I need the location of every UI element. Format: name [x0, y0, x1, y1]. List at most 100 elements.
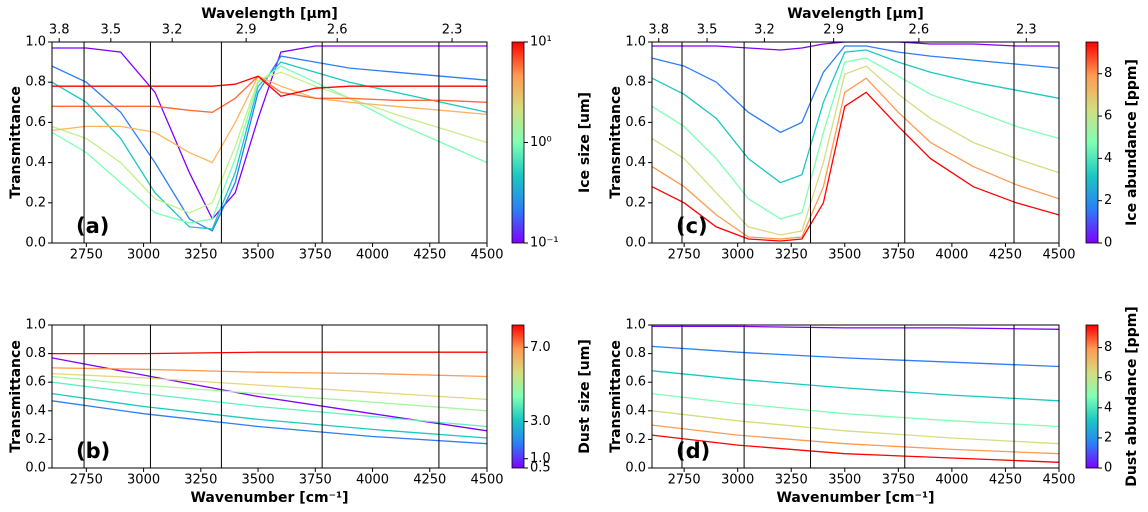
colorbar-tick-label: 0 — [1104, 461, 1112, 476]
data-line — [652, 392, 1059, 428]
y-axis-title: Transmittance — [8, 340, 24, 453]
x2-tick-label: 3.8 — [648, 23, 669, 38]
y-tick-label: 0.0 — [625, 236, 646, 251]
y-tick-label: 0.4 — [25, 403, 46, 418]
data-line — [652, 45, 1059, 134]
data-line — [652, 57, 1059, 220]
x2-axis-title: Wavelength [μm] — [787, 6, 924, 22]
panel: 2750 3000 3250 3500 3750 4000 4250 4500 0.0 0.2 0.… — [8, 6, 593, 263]
data-line — [652, 91, 1059, 242]
colorbar-title: Ice abundance [ppm] — [1124, 59, 1140, 226]
x-tick-label: 3250 — [775, 248, 808, 263]
colorbar-tick-label: 8 — [1104, 340, 1112, 355]
data-line — [52, 351, 487, 355]
y-tick-label: 0.6 — [25, 115, 46, 130]
y-tick-label: 0.6 — [625, 115, 646, 130]
data-line — [52, 71, 487, 214]
panel: 2750 3000 3250 3500 3750 4000 4250 4500 0.0 0.2 0.… — [608, 6, 1140, 263]
x-axis-title: Wavenumber [cm⁻¹] — [190, 490, 348, 506]
data-line — [52, 65, 487, 224]
data-line — [652, 424, 1059, 455]
data-line — [652, 345, 1059, 368]
y-tick-label: 0.8 — [25, 75, 46, 90]
panel: 2750 3000 3250 3500 3750 4000 4250 4500 0.0 0.2 0.… — [8, 318, 593, 507]
x-tick-label: 3500 — [828, 248, 861, 263]
x2-tick-label: 3.5 — [697, 23, 718, 38]
colorbar — [511, 41, 525, 244]
colorbar — [511, 324, 525, 469]
x2-tick-label: 3.8 — [49, 23, 70, 38]
x2-tick-label: 3.5 — [100, 23, 121, 38]
data-line — [652, 42, 1059, 51]
x2-tick-label: 2.6 — [327, 23, 348, 38]
colorbar-tick-label: 0 — [1104, 236, 1112, 251]
colorbar-tick-label: 1.0 — [530, 451, 551, 466]
data-line — [652, 410, 1059, 445]
colorbar-tick-label: 4 — [1104, 151, 1112, 166]
data-line — [52, 45, 487, 221]
x-tick-label: 2750 — [668, 473, 701, 488]
x-tick-label: 4500 — [470, 473, 503, 488]
data-line — [652, 77, 1059, 240]
x-tick-label: 4000 — [935, 473, 968, 488]
x2-tick-label: 2.9 — [823, 23, 844, 38]
panel-label: (a) — [76, 214, 109, 238]
y-tick-label: 0.4 — [625, 155, 646, 170]
x2-axis-title: Wavelength [μm] — [201, 6, 338, 22]
y-axis-title: Transmittance — [608, 340, 624, 453]
x-tick-label: 4250 — [413, 248, 446, 263]
panel-label: (b) — [76, 439, 110, 463]
colorbar-tick-label: 2 — [1104, 430, 1112, 445]
y-tick-label: 1.0 — [625, 35, 646, 50]
x-tick-label: 4250 — [413, 473, 446, 488]
plot-frame — [51, 41, 488, 244]
colorbar — [1085, 324, 1099, 469]
y-tick-label: 0.2 — [625, 195, 646, 210]
colorbar-tick-label: 3.0 — [530, 414, 551, 429]
y-axis-title: Transmittance — [8, 86, 24, 199]
y-tick-label: 0.4 — [625, 403, 646, 418]
y-tick-label: 0.2 — [25, 432, 46, 447]
data-line — [52, 375, 487, 412]
x2-tick-label: 2.6 — [909, 23, 930, 38]
data-line — [52, 55, 487, 232]
x2-tick-label: 2.3 — [1016, 23, 1037, 38]
data-line — [52, 75, 487, 164]
colorbar-tick-label: 7.0 — [530, 340, 551, 355]
colorbar-tick-label: 4 — [1104, 400, 1112, 415]
colorbar-tick-label: 10⁰ — [530, 135, 552, 150]
x-tick-label: 3250 — [184, 248, 217, 263]
x2-tick-label: 2.3 — [442, 23, 463, 38]
colorbar-title: Dust size [um] — [577, 339, 593, 454]
x-tick-label: 3500 — [242, 473, 275, 488]
data-line — [652, 434, 1059, 463]
x-tick-label: 3250 — [184, 473, 217, 488]
colorbar-tick-label: 6 — [1104, 370, 1112, 385]
x-tick-label: 3750 — [882, 248, 915, 263]
colorbar-tick-label: 10⁻¹ — [530, 236, 559, 251]
x2-tick-label: 3.2 — [162, 23, 183, 38]
colorbar-tick-label: 6 — [1104, 109, 1112, 124]
y-tick-label: 0.4 — [25, 155, 46, 170]
x-tick-label: 4250 — [989, 248, 1022, 263]
data-line — [52, 392, 487, 439]
x-tick-label: 4000 — [935, 248, 968, 263]
data-line — [52, 75, 487, 98]
x-tick-label: 3750 — [299, 473, 332, 488]
data-line — [52, 367, 487, 378]
panel-label: (c) — [676, 214, 708, 238]
data-line — [652, 325, 1059, 330]
y-tick-label: 1.0 — [625, 318, 646, 333]
x-tick-label: 2750 — [70, 248, 103, 263]
x-tick-label: 4500 — [1042, 473, 1075, 488]
colorbar — [1085, 41, 1099, 244]
x-tick-label: 3750 — [882, 473, 915, 488]
panel-label: (d) — [676, 439, 710, 463]
y-tick-label: 0.8 — [625, 75, 646, 90]
x-tick-label: 2750 — [668, 248, 701, 263]
panel: 2750 3000 3250 3500 3750 4000 4250 4500 0.0 0.2 0.… — [608, 306, 1140, 506]
colorbar-tick-label: 2 — [1104, 193, 1112, 208]
y-tick-label: 0.2 — [625, 432, 646, 447]
x-axis-title: Wavenumber [cm⁻¹] — [776, 490, 934, 506]
